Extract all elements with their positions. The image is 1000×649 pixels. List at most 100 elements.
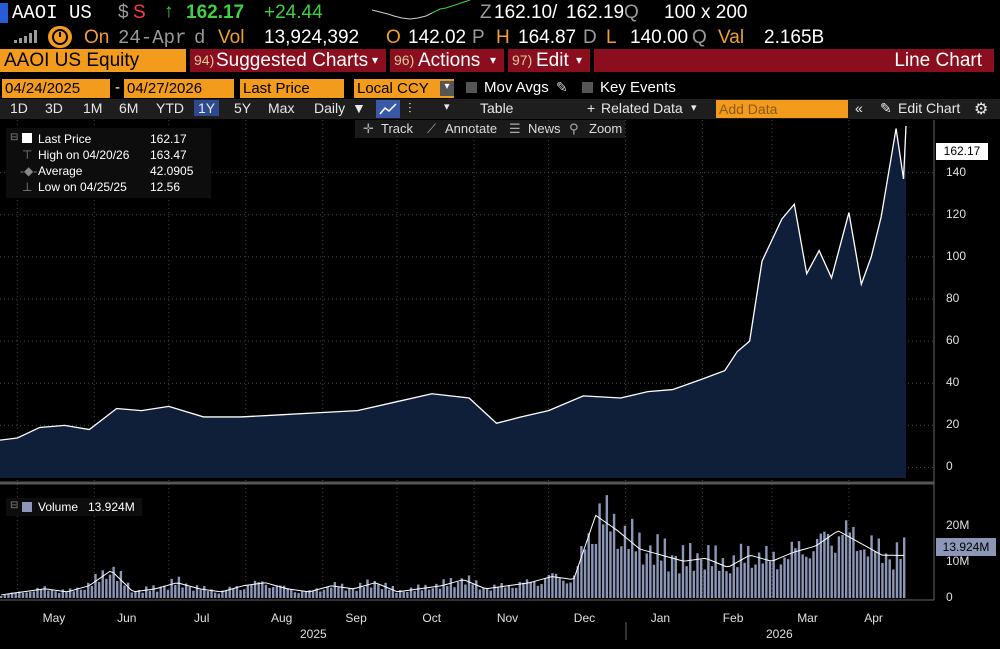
volume-bar xyxy=(116,581,119,598)
collapse-icon[interactable]: ⊟ xyxy=(10,132,19,143)
period-5y[interactable]: 5Y xyxy=(234,100,252,116)
month-tick-label: Jan xyxy=(650,611,671,625)
volume-swatch xyxy=(22,502,32,512)
news-icon[interactable]: ☰ xyxy=(509,121,521,136)
volume-bar xyxy=(369,587,373,598)
volume-bar xyxy=(826,533,830,598)
volume-bar xyxy=(884,553,888,598)
news-button[interactable]: News xyxy=(528,121,561,136)
frequency-select[interactable]: Daily xyxy=(314,100,346,116)
volume-bar xyxy=(123,585,126,598)
volume-bar xyxy=(76,587,79,598)
volume-bar xyxy=(823,531,826,598)
mov-avgs-checkbox[interactable] xyxy=(466,82,477,93)
volume-bar xyxy=(496,587,500,598)
plus-icon[interactable]: + xyxy=(587,100,596,116)
volume-bar xyxy=(366,579,369,598)
key-events-checkbox[interactable] xyxy=(582,82,593,93)
volume-bar xyxy=(257,582,260,598)
menu-bar: AAOI US Equity 94) Suggested Charts ▾ 96… xyxy=(0,49,1000,72)
pencil-icon[interactable]: ✎ xyxy=(556,79,568,95)
pencil-icon[interactable]: ✎ xyxy=(880,100,892,116)
edit-chart-button[interactable]: Edit Chart xyxy=(898,100,961,116)
volume-bar xyxy=(420,590,424,598)
zoom-button[interactable]: Zoom xyxy=(589,121,623,136)
chevron-down-icon[interactable]: ▾ xyxy=(444,101,450,113)
volume-bar xyxy=(446,586,449,598)
period-6m[interactable]: 6M xyxy=(119,100,139,116)
chevron-down-icon[interactable]: ▾ xyxy=(691,102,697,114)
period-3d[interactable]: 3D xyxy=(45,100,63,116)
period-ytd[interactable]: YTD xyxy=(156,100,184,116)
volume-bar xyxy=(449,578,453,598)
volume-bar xyxy=(725,571,728,598)
volume-bar xyxy=(855,551,859,598)
volume-bar xyxy=(322,589,326,598)
volume-bar xyxy=(721,558,725,598)
view-title: Line Chart xyxy=(894,50,982,71)
bar-type-icon[interactable]: ⫶ xyxy=(408,100,412,116)
add-data-input[interactable]: Add Data xyxy=(716,100,848,118)
collapse-icon[interactable]: « xyxy=(855,100,863,116)
ticker[interactable]: AAOI US xyxy=(12,2,92,24)
volume-bar xyxy=(290,589,293,598)
annotate-button[interactable]: Annotate xyxy=(445,121,498,136)
volume-bar xyxy=(471,584,474,598)
volume-bar xyxy=(315,588,318,598)
table-button[interactable]: Table xyxy=(480,100,514,116)
volume-bar xyxy=(192,590,195,598)
security-field[interactable]: AAOI US Equity xyxy=(0,49,186,72)
line-chart-icon[interactable] xyxy=(376,100,400,118)
legend-avg-value: 42.0905 xyxy=(150,164,194,178)
suggested-charts-menu[interactable]: 94) Suggested Charts ▾ xyxy=(190,49,386,72)
volume-bar xyxy=(217,593,220,598)
crosshair-icon[interactable]: ✛ xyxy=(363,121,374,136)
volume-bar xyxy=(663,538,667,598)
volume-bar xyxy=(464,584,467,598)
volume-bar xyxy=(554,573,558,598)
field-select[interactable]: Last Price xyxy=(240,79,344,98)
volume-bar xyxy=(681,545,685,598)
volume-bar xyxy=(736,567,739,598)
actions-menu[interactable]: 96) Actions ▾ xyxy=(390,49,504,72)
volume-bar xyxy=(228,586,231,598)
volume-bar xyxy=(246,585,250,598)
volume-bar xyxy=(612,513,616,598)
month-tick-label: Oct xyxy=(422,611,442,625)
volume-bar xyxy=(605,495,609,598)
volume-bar xyxy=(275,585,279,598)
edit-menu[interactable]: 97) Edit ▾ xyxy=(508,49,590,72)
period-1d[interactable]: 1D xyxy=(10,100,28,116)
gear-icon[interactable]: ⚙ xyxy=(974,101,989,118)
zoom-icon[interactable]: ⚲ xyxy=(569,121,579,136)
volume-bar xyxy=(743,562,746,598)
currency-select[interactable]: Local CCY ▾ xyxy=(354,79,454,98)
dropdown-arrow-icon[interactable]: ▾ xyxy=(440,81,454,96)
price-change: +24.44 xyxy=(264,2,323,23)
volume-bar xyxy=(239,590,242,598)
price-volume-chart[interactable] xyxy=(0,120,1000,649)
end-date-input[interactable]: 04/27/2026 xyxy=(124,79,234,98)
chevron-down-icon[interactable]: ▼ xyxy=(352,100,366,116)
high-label: H xyxy=(496,27,510,48)
clock-icon[interactable] xyxy=(48,26,72,48)
volume-bar xyxy=(0,596,3,598)
volume-tick-label: 0 xyxy=(946,590,953,604)
collapse-icon[interactable]: ⊟ xyxy=(10,500,19,511)
start-date-input[interactable]: 04/24/2025 xyxy=(2,79,110,98)
volume-bar xyxy=(660,560,663,598)
volume-bar xyxy=(58,592,61,598)
volume-bar xyxy=(525,579,529,598)
volume-bar xyxy=(402,591,405,598)
related-data-button[interactable]: Related Data xyxy=(601,100,683,116)
volume-bar xyxy=(819,533,822,598)
volume-bar xyxy=(388,589,391,598)
volume-bar xyxy=(398,590,402,598)
low-label: L xyxy=(606,27,617,48)
annotate-icon[interactable]: ⟋ xyxy=(427,121,437,136)
volume-bar xyxy=(837,536,841,598)
volume-bar xyxy=(783,557,786,598)
period-max[interactable]: Max xyxy=(268,100,295,116)
period-1y[interactable]: 1Y xyxy=(194,100,220,116)
period-1m[interactable]: 1M xyxy=(83,100,103,116)
